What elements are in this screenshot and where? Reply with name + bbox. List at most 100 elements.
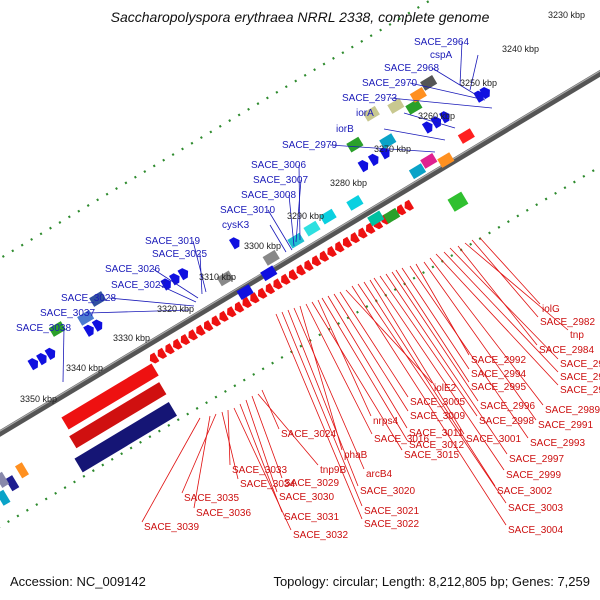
label-leader-line: [345, 289, 433, 384]
gene-feature: [0, 489, 11, 506]
label-leader-line: [329, 144, 436, 153]
gene-label-forward: iorA: [356, 108, 374, 119]
forward-gene-arrow: [91, 319, 103, 332]
gene-feature: [236, 284, 254, 300]
label-leader-line: [287, 309, 359, 487]
gene-label-reverse: SACE_3015: [404, 450, 459, 461]
label-leader-line: [221, 411, 239, 480]
scale-tick-label: 3250 kbp: [460, 78, 497, 88]
label-leader-line: [245, 399, 278, 493]
gene-label-forward: SACE_3007: [253, 175, 308, 186]
gene-label-reverse: SACE_3016: [374, 434, 429, 445]
forward-gene-arrow: [479, 87, 490, 100]
gene-label-reverse: SACE_3003: [508, 503, 563, 514]
label-leader-line: [449, 247, 559, 360]
reverse-gene-arrow: [312, 255, 322, 267]
reverse-gene-arrow: [265, 283, 276, 295]
reverse-gene-arrow: [258, 287, 268, 299]
gene-feature: [89, 291, 107, 307]
gene-feature: [77, 309, 95, 326]
gene-label-reverse: SACE_3029: [284, 478, 339, 489]
gene-label-reverse: SACE_3004: [508, 525, 563, 536]
gene-label-reverse: SACE_3005: [410, 397, 465, 408]
reverse-gene-arrow: [188, 329, 198, 341]
label-leader-line: [158, 284, 197, 303]
reverse-gene-arrow: [204, 320, 214, 332]
label-leader-line: [227, 409, 231, 466]
backbone-highlight: [0, 70, 600, 432]
label-leader-line: [199, 253, 203, 295]
forward-gene-arrow: [169, 273, 180, 286]
label-leader-line: [152, 268, 199, 299]
gene-feature: [408, 163, 427, 180]
reverse-gene-arrow: [281, 273, 291, 285]
label-leader-line: [239, 403, 283, 513]
label-leader-line: [395, 269, 470, 383]
reverse-gene-arrow: [404, 199, 414, 211]
gene-label-forward: SACE_3026: [105, 264, 160, 275]
label-leader-line: [459, 41, 463, 86]
forward-gene-arrow: [36, 353, 47, 366]
label-leader-line: [389, 97, 493, 109]
gene-label-forward: SACE_3038: [16, 323, 71, 334]
label-leader-line: [257, 393, 319, 466]
gene-label-reverse: SACE_2995: [471, 382, 526, 393]
scale-tick-label: 3230 kbp: [548, 10, 585, 20]
label-leader-line: [469, 54, 479, 91]
reverse-gene-arrow: [234, 301, 245, 313]
gene-label-reverse: SACE_3011: [409, 428, 464, 439]
label-leader-line: [357, 283, 507, 504]
gene-label-reverse: SACE_3034: [240, 479, 295, 490]
label-leader-line: [281, 311, 363, 507]
reverse-gene-arrow: [227, 306, 237, 318]
gene-label-forward: SACE_2968: [384, 63, 439, 74]
forward-gene-arrow: [27, 358, 38, 371]
topology-summary: Topology: circular; Length: 8,212,805 bp…: [273, 574, 590, 589]
gene-label-reverse: SACE_3012: [409, 440, 464, 451]
label-leader-line: [305, 303, 373, 435]
label-leader-line: [457, 245, 538, 346]
label-leader-line: [62, 327, 65, 383]
gene-label-forward: iorB: [336, 124, 354, 135]
reverse-gene-arrow: [350, 232, 360, 244]
label-leader-line: [435, 253, 559, 386]
gene-label-forward: SACE_3028: [61, 293, 116, 304]
gene-feature: [457, 128, 475, 144]
gene-feature: [346, 136, 364, 153]
label-leader-line: [351, 285, 507, 526]
gene-feature: [409, 87, 427, 103]
gene-label-reverse: SACE_3022: [364, 519, 419, 530]
scale-tick-label: 3330 kbp: [113, 333, 150, 343]
scale-tick-label: 3320 kbp: [157, 304, 194, 314]
gene-label-forward: SACE_3025: [152, 249, 207, 260]
label-leader-line: [379, 275, 478, 417]
label-leader-line: [261, 389, 280, 430]
gene-label-reverse: tnp: [570, 330, 584, 341]
forward-gene-arrow: [83, 324, 94, 337]
label-leader-line: [288, 194, 295, 247]
gene-label-reverse: SACE_2984: [539, 345, 594, 356]
gene-feature: [383, 207, 401, 224]
gene-label-reverse: SACE_2982: [540, 317, 595, 328]
gene-label-reverse: SACE_2987: [560, 372, 600, 383]
gene-label-forward: SACE_2979: [282, 140, 337, 151]
large-reverse-gene: [61, 363, 159, 430]
scale-tick-label: 3260 kbp: [418, 111, 455, 121]
gene-label-reverse: SACE_2991: [538, 420, 593, 431]
label-leader-line: [321, 297, 408, 441]
gene-feature: [346, 195, 364, 211]
gene-label-reverse: SACE_3033: [232, 465, 287, 476]
forward-gene-arrow: [160, 278, 171, 291]
gene-labels: SACE_2964 cspA SACE_2968 SACE_2970 SACE_2973…: [16, 37, 600, 541]
reverse-gene-arrow: [396, 204, 407, 216]
gene-label-reverse: SACE_3021: [364, 506, 419, 517]
label-leader-line: [311, 301, 403, 451]
label-leader-line: [141, 417, 201, 523]
label-leader-line: [479, 237, 541, 305]
gene-feature: [303, 220, 321, 237]
label-leader-line: [471, 239, 539, 318]
gene-feature: [216, 270, 234, 287]
label-leader-line: [251, 395, 283, 479]
forward-gene-arrow: [44, 347, 56, 360]
gene-feature: [379, 133, 397, 150]
